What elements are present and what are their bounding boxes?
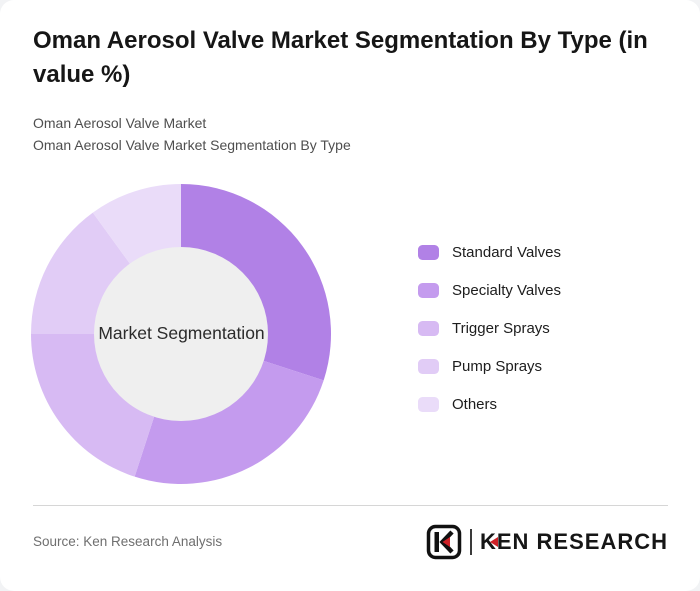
ken-research-logo: KEN RESEARCH xyxy=(426,523,668,561)
source-note: Source: Ken Research Analysis xyxy=(33,534,223,549)
donut-chart[interactable] xyxy=(30,183,332,485)
legend-item[interactable]: Specialty Valves xyxy=(418,283,561,298)
legend-swatch-icon xyxy=(418,359,439,374)
page-title: Oman Aerosol Valve Market Segmentation B… xyxy=(33,27,648,88)
legend-item[interactable]: Others xyxy=(418,397,561,412)
subtitle-line-1: Oman Aerosol Valve Market xyxy=(33,115,207,131)
chart-subtitle: Oman Aerosol Valve Market Oman Aerosol V… xyxy=(33,112,351,156)
legend-label: Pump Sprays xyxy=(452,358,543,375)
legend-swatch-icon xyxy=(418,397,439,412)
legend-item[interactable]: Pump Sprays xyxy=(418,359,561,374)
donut-center-circle xyxy=(94,247,268,421)
legend-label: Trigger Sprays xyxy=(452,320,550,337)
legend-item[interactable]: Trigger Sprays xyxy=(418,321,561,336)
legend-label: Others xyxy=(452,396,498,413)
donut-center-label: Market Segmentation xyxy=(98,323,265,343)
legend-swatch-icon xyxy=(418,283,439,298)
legend-swatch-icon xyxy=(418,321,439,336)
subtitle-line-2: Oman Aerosol Valve Market Segmentation B… xyxy=(33,137,351,153)
footer-divider xyxy=(33,505,668,506)
logo-separator xyxy=(469,529,472,555)
legend-label: Standard Valves xyxy=(452,244,561,261)
legend-item[interactable]: Standard Valves xyxy=(418,245,561,260)
logo-wordmark: KEN RESEARCH xyxy=(479,529,668,554)
legend-label: Specialty Valves xyxy=(452,282,561,299)
ken-research-badge-icon xyxy=(426,524,462,560)
legend-swatch-icon xyxy=(418,245,439,260)
logo-k-accent-icon xyxy=(489,537,498,547)
legend: Standard Valves Specialty Valves Trigger S… xyxy=(418,245,561,412)
